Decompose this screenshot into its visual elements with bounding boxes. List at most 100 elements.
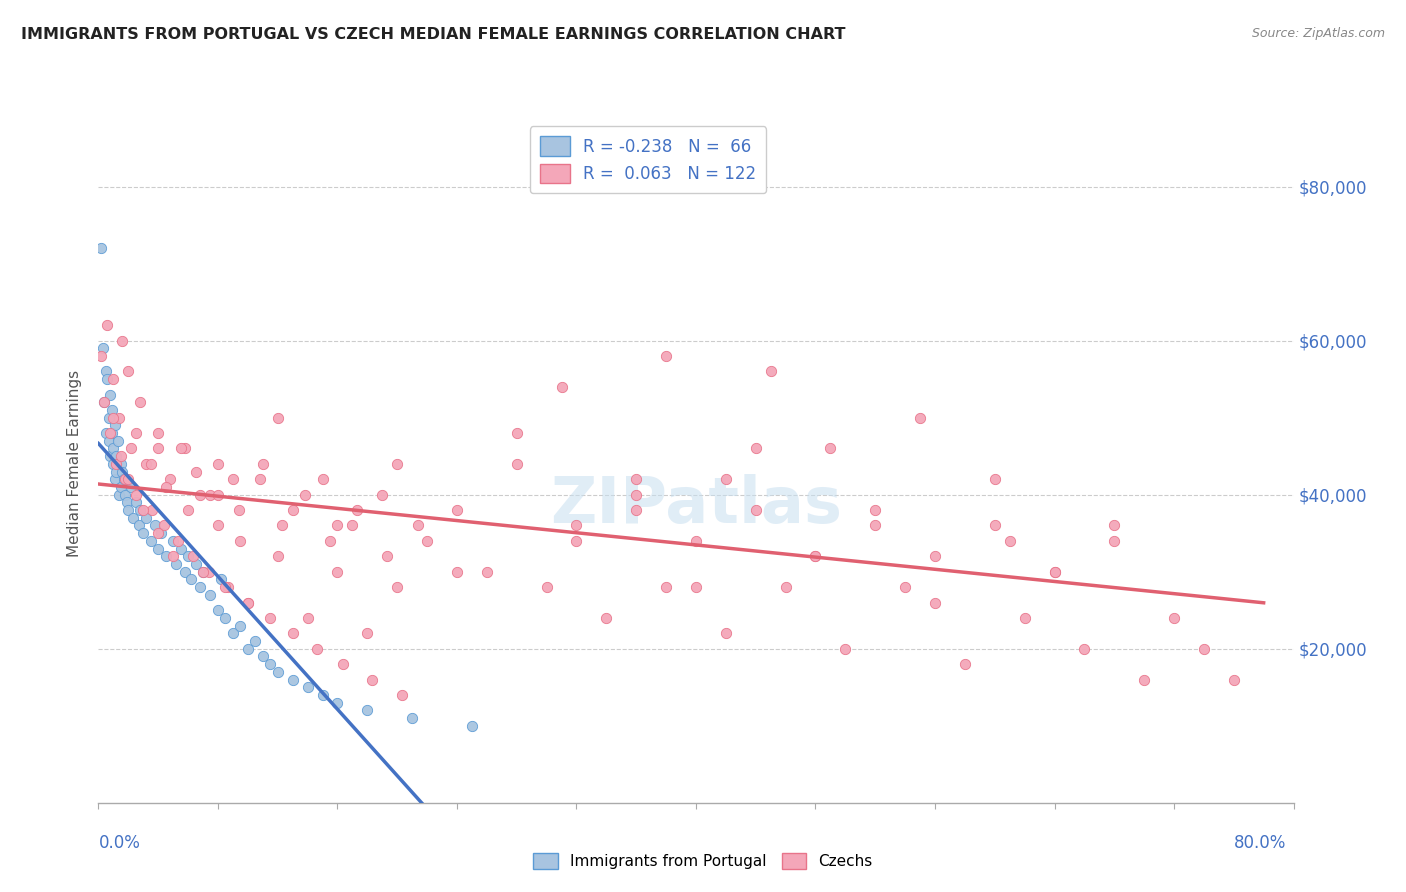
Point [108, 488, 131, 502]
Point [326, 565, 349, 579]
Point [834, 641, 856, 656]
Point [105, 449, 128, 463]
Point [1223, 673, 1246, 687]
Point [114, 488, 136, 502]
Point [105, 465, 128, 479]
Point [117, 503, 139, 517]
Point [804, 549, 827, 564]
Point [461, 719, 484, 733]
Point [188, 580, 211, 594]
Point [536, 580, 558, 594]
Point [894, 580, 917, 594]
Point [162, 549, 184, 564]
Point [281, 673, 304, 687]
Point [177, 549, 200, 564]
Point [103, 410, 125, 425]
Point [132, 503, 155, 517]
Point [200, 488, 222, 502]
Point [565, 533, 588, 548]
Point [1104, 533, 1126, 548]
Point [655, 349, 678, 363]
Point [281, 503, 304, 517]
Point [111, 465, 134, 479]
Point [326, 518, 349, 533]
Point [259, 657, 281, 672]
Point [297, 680, 319, 694]
Point [775, 580, 797, 594]
Point [148, 425, 170, 440]
Point [222, 472, 245, 486]
Point [1192, 641, 1215, 656]
Point [865, 503, 887, 517]
Point [90, 241, 112, 255]
Point [1043, 565, 1066, 579]
Point [385, 457, 409, 471]
Point [319, 533, 342, 548]
Point [128, 518, 150, 533]
Point [184, 465, 207, 479]
Point [198, 565, 221, 579]
Point [1133, 673, 1156, 687]
Point [1104, 518, 1126, 533]
Point [209, 573, 232, 587]
Point [117, 472, 139, 486]
Point [1043, 565, 1066, 579]
Point [117, 364, 139, 378]
Point [184, 557, 207, 571]
Point [326, 696, 349, 710]
Point [385, 580, 409, 594]
Point [105, 457, 128, 471]
Point [207, 518, 229, 533]
Text: ZIPatlas: ZIPatlas [550, 474, 842, 535]
Point [1014, 611, 1036, 625]
Point [214, 611, 236, 625]
Point [446, 503, 468, 517]
Point [111, 334, 134, 348]
Y-axis label: Median Female Earnings: Median Female Earnings [67, 370, 83, 558]
Point [305, 641, 328, 656]
Point [360, 673, 382, 687]
Point [346, 503, 368, 517]
Point [506, 425, 529, 440]
Point [166, 533, 188, 548]
Point [125, 425, 148, 440]
Point [107, 434, 129, 448]
Point [135, 457, 157, 471]
Point [714, 472, 737, 486]
Point [101, 425, 124, 440]
Point [259, 611, 281, 625]
Point [252, 649, 274, 664]
Text: 80.0%: 80.0% [1234, 834, 1286, 852]
Point [685, 580, 707, 594]
Point [406, 518, 429, 533]
Point [655, 580, 678, 594]
Point [110, 457, 132, 471]
Legend: R = -0.238   N =  66, R =  0.063   N = 122: R = -0.238 N = 66, R = 0.063 N = 122 [530, 127, 766, 194]
Point [998, 533, 1021, 548]
Point [446, 565, 468, 579]
Point [332, 657, 354, 672]
Point [865, 518, 887, 533]
Point [820, 442, 842, 456]
Point [112, 472, 135, 486]
Point [222, 626, 245, 640]
Point [550, 380, 572, 394]
Point [148, 526, 170, 541]
Point [120, 442, 142, 456]
Point [475, 565, 498, 579]
Point [135, 510, 157, 524]
Point [90, 349, 112, 363]
Point [104, 418, 127, 433]
Point [101, 403, 124, 417]
Point [1073, 641, 1095, 656]
Point [159, 472, 181, 486]
Point [267, 665, 290, 679]
Point [356, 703, 378, 717]
Point [103, 442, 125, 456]
Point [745, 442, 768, 456]
Point [236, 595, 259, 609]
Point [714, 626, 737, 640]
Point [214, 580, 236, 594]
Point [924, 549, 946, 564]
Point [984, 518, 1007, 533]
